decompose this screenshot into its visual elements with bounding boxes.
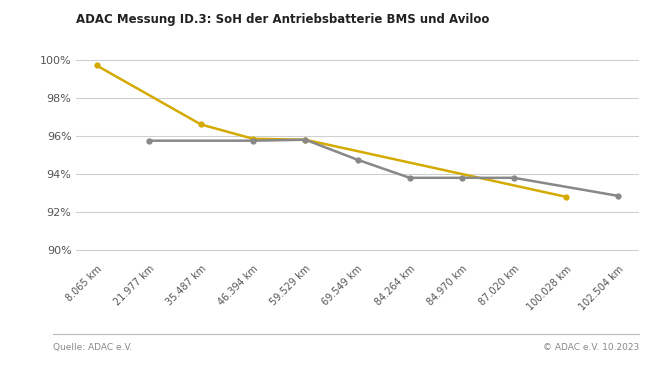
- SoH Aviloo: [301, 138, 309, 142]
- SoH Aviloo: [510, 175, 518, 180]
- SoH BMS: [93, 63, 101, 68]
- SoH Aviloo: [458, 175, 466, 180]
- SoH BMS: [301, 138, 309, 142]
- SoH BMS: [249, 137, 257, 141]
- SoH Aviloo: [406, 175, 414, 180]
- Text: Quelle: ADAC e.V.: Quelle: ADAC e.V.: [53, 344, 132, 352]
- SoH Aviloo: [354, 158, 362, 162]
- Text: © ADAC e.V. 10.2023: © ADAC e.V. 10.2023: [543, 344, 639, 352]
- SoH BMS: [197, 122, 205, 127]
- SoH Aviloo: [145, 138, 153, 143]
- SoH BMS: [562, 195, 570, 199]
- SoH Aviloo: [614, 194, 622, 198]
- Line: SoH BMS: SoH BMS: [94, 63, 569, 199]
- Line: SoH Aviloo: SoH Aviloo: [146, 137, 621, 198]
- Text: ADAC Messung ID.3: SoH der Antriebsbatterie BMS und Aviloo: ADAC Messung ID.3: SoH der Antriebsbatte…: [76, 13, 489, 26]
- SoH Aviloo: [249, 138, 257, 143]
